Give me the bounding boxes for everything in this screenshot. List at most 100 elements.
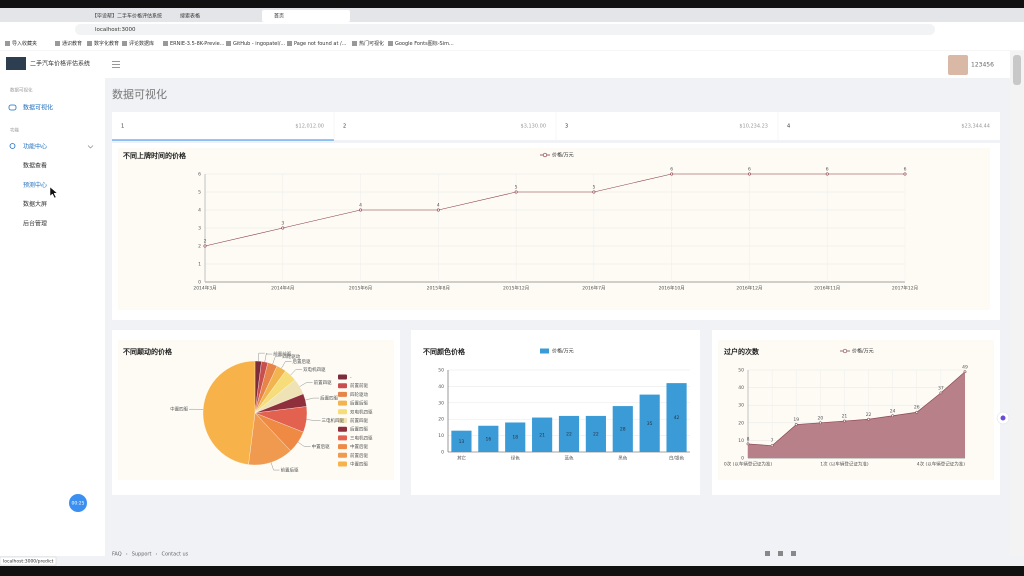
url-text[interactable]: localhost:3000 — [95, 27, 136, 33]
stat-label[interactable]: 3 — [565, 124, 568, 130]
stat-value[interactable]: $12,012.00 — [295, 124, 324, 130]
x-tick-label: 4次 (以车辆登记证为准) — [917, 461, 966, 468]
footer-link[interactable]: FAQ — [112, 552, 122, 558]
social-icon[interactable] — [778, 551, 783, 556]
data-label: 35 — [647, 421, 653, 427]
legend-label[interactable]: 双电机四驱 — [350, 408, 373, 415]
point — [436, 208, 440, 212]
menu-item[interactable]: 预测中心 — [23, 181, 47, 189]
bookmark[interactable]: 热门可视化 — [359, 40, 384, 47]
data-label: 6 — [670, 167, 673, 173]
chart-title: 不同颜色价格 — [423, 347, 466, 356]
legend-label[interactable]: 三电机四驱 — [350, 434, 373, 441]
pie-label: 前置四驱 — [314, 379, 332, 386]
bookmark[interactable]: Google Fonts图标-Sim... — [395, 40, 454, 47]
legend-label[interactable]: - — [350, 376, 352, 381]
stat-label[interactable]: 2 — [343, 124, 346, 130]
menu-item[interactable]: 数据可视化 — [23, 104, 53, 112]
legend-label[interactable]: 四轮驱动 — [350, 391, 368, 398]
tab-title[interactable]: 【毕设帮】二手车价格评估系统 — [92, 13, 162, 20]
stat-label[interactable]: 4 — [787, 124, 790, 130]
bookmark-icon — [122, 41, 127, 46]
float-label[interactable]: 00:25 — [72, 501, 85, 507]
stat-value[interactable]: $10,234.23 — [739, 124, 768, 130]
data-label: 19 — [793, 417, 799, 423]
legend-swatch — [338, 435, 347, 441]
legend-swatch — [338, 418, 347, 423]
stat-value[interactable]: $3,130.00 — [521, 124, 546, 130]
x-tick-label: 其它 — [457, 455, 466, 462]
legend-label[interactable]: 中置后驱 — [350, 443, 368, 450]
point — [670, 172, 674, 176]
data-label: 49 — [962, 364, 968, 370]
social-icon[interactable] — [791, 551, 796, 556]
tab-title[interactable]: 搜索表格 — [180, 13, 200, 20]
point — [794, 423, 798, 426]
line — [204, 173, 905, 247]
url-box[interactable] — [75, 24, 935, 35]
y-tick-label: 40 — [438, 384, 444, 390]
x-tick-label: 2016年11月 — [814, 285, 840, 292]
leader-line — [189, 409, 204, 410]
legend-label[interactable]: 价格/万元 — [552, 348, 574, 355]
bookmark[interactable]: 评论数据库 — [129, 40, 154, 47]
bookmark-icon — [352, 41, 357, 46]
bar — [558, 415, 580, 452]
legend-label[interactable]: 前置前驱 — [350, 382, 368, 389]
float-button[interactable] — [69, 494, 87, 512]
stat-label[interactable]: 1 — [121, 124, 124, 130]
legend-label[interactable]: 价格/万元 — [852, 348, 874, 355]
pie-label: 前置后驱 — [281, 467, 299, 474]
leader-line — [290, 369, 303, 376]
legend-label[interactable]: 中置四驱 — [350, 461, 368, 468]
leader-line — [272, 356, 282, 365]
x-tick-label: 2014年3月 — [193, 285, 216, 292]
y-tick-label: 10 — [438, 433, 444, 439]
point — [891, 414, 895, 418]
menu-toggle[interactable] — [112, 61, 120, 62]
chart-title: 过户的次数 — [724, 347, 760, 356]
side-widget-icon — [1000, 415, 1006, 421]
legend-label[interactable]: 价格/万元 — [552, 152, 574, 159]
stat-value[interactable]: $23,344.44 — [961, 124, 990, 130]
menu-item[interactable]: 后台管理 — [23, 219, 47, 227]
menu-group[interactable]: 功能中心 — [23, 143, 47, 151]
footer-link[interactable]: Contact us — [161, 552, 188, 558]
point — [514, 190, 518, 194]
status-url: localhost:3000/predict — [3, 559, 54, 565]
tab[interactable] — [168, 10, 256, 22]
point — [915, 410, 919, 414]
scroll-thumb[interactable] — [1013, 55, 1021, 85]
bookmark-icon — [87, 41, 92, 46]
bookmark[interactable]: Page not found at /... — [294, 41, 347, 47]
legend-label[interactable]: 后置四驱 — [350, 426, 368, 433]
legend-label[interactable]: 前置四驱 — [350, 417, 368, 424]
bookmark[interactable]: 数字化教育 — [94, 40, 119, 47]
bookmark-icon — [163, 41, 168, 46]
legend-label[interactable]: 前置后驱 — [350, 452, 368, 459]
menu-toggle[interactable] — [112, 64, 120, 65]
x-tick-label: 2016年7月 — [582, 285, 605, 292]
footer-link[interactable]: Support — [132, 552, 152, 558]
bookmark[interactable]: GitHub - ingopatel/... — [233, 41, 286, 47]
bookmark[interactable]: 通识教育 — [62, 40, 82, 47]
username[interactable]: 123456 — [971, 62, 994, 69]
bookmark[interactable]: ERNIE-3.5-8K-Previe... — [170, 41, 225, 47]
legend-swatch — [338, 426, 347, 432]
social-icon[interactable] — [765, 551, 770, 556]
menu-toggle[interactable] — [112, 67, 120, 68]
tab[interactable] — [262, 10, 350, 22]
legend-label[interactable]: 后置后驱 — [350, 400, 368, 407]
avatar[interactable] — [948, 55, 968, 75]
y-tick-label: 50 — [738, 368, 744, 374]
tab-title[interactable]: 首页 — [274, 13, 284, 20]
bar — [451, 430, 472, 452]
tab[interactable] — [80, 10, 168, 22]
point — [746, 442, 750, 446]
menu-item[interactable]: 数据查看 — [23, 162, 47, 170]
legend-swatch — [338, 400, 347, 406]
data-label: 13 — [459, 439, 465, 445]
menu-item[interactable]: 数据大屏 — [23, 200, 47, 208]
bookmark[interactable]: 导入收藏夹 — [12, 40, 37, 47]
